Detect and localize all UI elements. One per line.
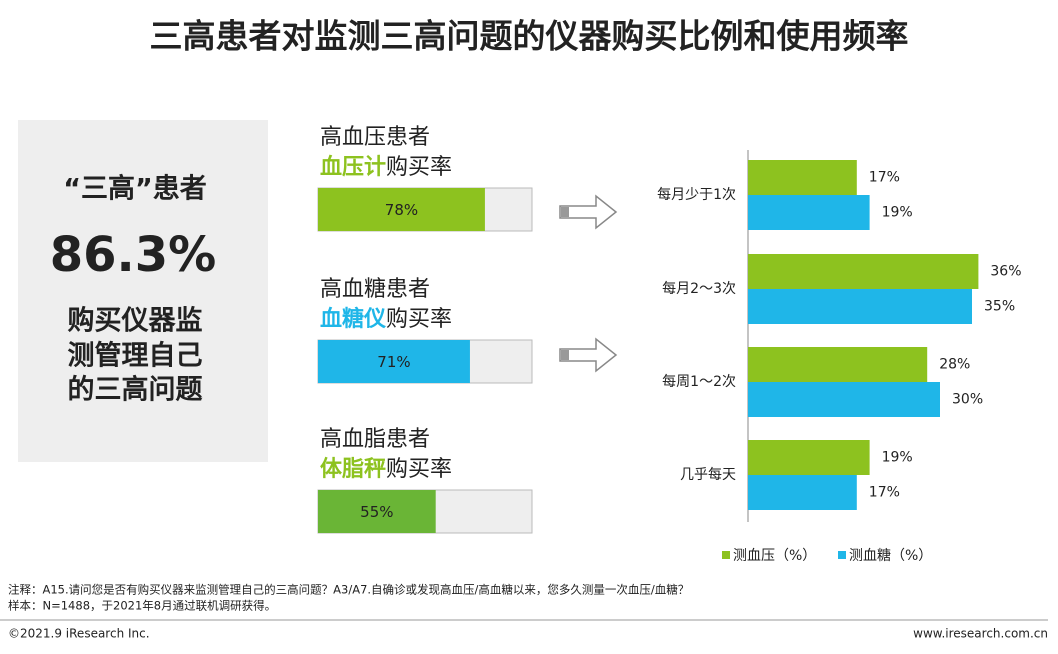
category-label: 每月少于1次	[657, 187, 736, 203]
bar	[748, 195, 870, 230]
value-label: 28%	[939, 357, 970, 373]
arrow-tail	[561, 350, 569, 360]
title: 三高患者对监测三高问题的仪器购买比例和使用频率	[150, 17, 909, 56]
arrow	[559, 194, 618, 230]
summary-line: 的三高问题	[68, 374, 203, 406]
progress-bar	[318, 490, 436, 533]
bar	[748, 160, 857, 195]
category-label: 每周1～2次	[662, 374, 736, 390]
bar	[748, 254, 979, 289]
device-name: 体脂秤	[320, 456, 386, 482]
summary-value: 86.3%	[50, 227, 217, 283]
progress-label: 55%	[360, 503, 393, 521]
value-label: 17%	[869, 485, 900, 501]
summary-line: 测管理自己	[68, 340, 203, 372]
category-label: 每月2～3次	[662, 281, 736, 297]
device-suffix: 购买率	[386, 457, 452, 482]
footer-right: www.iresearch.com.cn	[913, 627, 1048, 641]
value-label: 35%	[984, 299, 1015, 315]
bar	[748, 382, 940, 417]
progress-bar	[318, 188, 485, 231]
legend-label: 测血压（%）	[733, 548, 816, 564]
summary-box	[18, 120, 268, 462]
device-suffix: 购买率	[386, 155, 452, 180]
bar	[748, 475, 857, 510]
progress-label: 71%	[377, 353, 410, 371]
bar	[748, 440, 870, 475]
legend-swatch	[722, 551, 730, 559]
device-name: 血糖仪	[320, 306, 387, 332]
group-label: 高血压患者	[320, 125, 430, 150]
note: 样本：N=1488，于2021年8月通过联机调研获得。	[8, 599, 276, 613]
arrows	[559, 194, 618, 373]
value-label: 36%	[990, 264, 1021, 280]
note: 注释：A15.请问您是否有购买仪器来监测管理自己的三高问题？A3/A7.自确诊或…	[8, 583, 689, 597]
summary-heading: “三高”患者	[63, 173, 207, 205]
footer-left: ©2021.9 iResearch Inc.	[8, 627, 150, 641]
device-line: 血糖仪购买率	[320, 306, 452, 332]
value-label: 17%	[869, 170, 900, 186]
device-suffix: 购买率	[386, 307, 452, 332]
progress-label: 78%	[385, 201, 418, 219]
bar	[748, 347, 928, 382]
summary-line: 购买仪器监	[68, 306, 203, 337]
category-label: 几乎每天	[680, 467, 736, 483]
arrow-tail	[561, 207, 569, 217]
value-label: 19%	[882, 450, 913, 466]
group-label: 高血脂患者	[320, 427, 430, 452]
legend-label: 测血糖（%）	[849, 548, 932, 564]
group-label: 高血糖患者	[320, 277, 430, 302]
value-label: 30%	[952, 392, 983, 408]
value-label: 19%	[882, 205, 913, 221]
arrow	[559, 337, 618, 373]
legend-swatch	[838, 551, 846, 559]
progress-bar	[318, 340, 470, 383]
device-name: 血压计	[320, 154, 386, 180]
bar	[748, 289, 972, 324]
device-line: 血压计购买率	[320, 154, 452, 180]
device-line: 体脂秤购买率	[320, 456, 452, 482]
